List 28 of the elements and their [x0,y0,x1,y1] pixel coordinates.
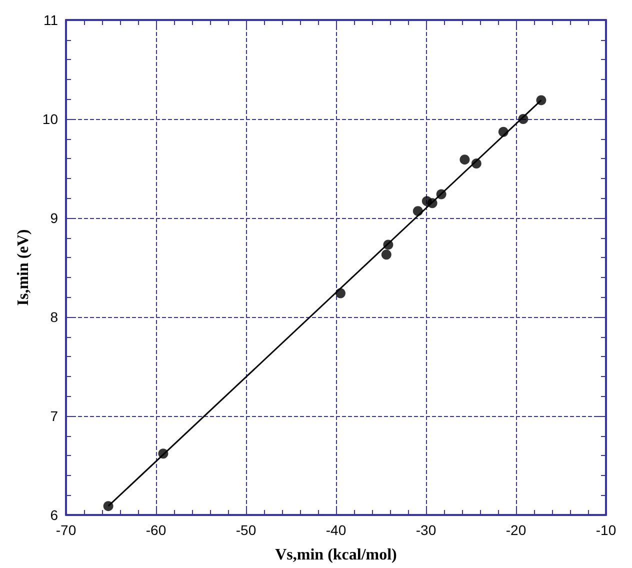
y-axis-title: Is,min (eV) [15,229,32,306]
y-tick-label: 8 [50,309,58,325]
y-tick-label: 7 [50,408,58,424]
point [412,206,423,216]
point [436,189,446,200]
point [471,158,482,169]
point [536,95,546,106]
point [518,114,528,124]
x-tick-label: -50 [236,522,256,538]
x-axis-title: Vs,min (kcal/mol) [275,546,397,564]
x-tick-label: -20 [506,522,526,538]
point [460,154,470,165]
x-tick-label: -60 [146,522,166,538]
y-tick-label: 6 [50,507,58,523]
x-tick-label: -30 [416,522,436,538]
y-tick-label: 10 [42,111,58,127]
point [381,250,392,260]
point [427,198,438,208]
point [383,240,394,250]
point [498,126,508,137]
y-tick-label: 11 [43,12,58,28]
x-tick-label: -10 [596,522,616,538]
point [336,288,346,298]
x-tick-label: -40 [326,522,346,538]
x-tick-label: -70 [56,522,76,538]
point [158,448,168,459]
y-tick-label: 9 [50,210,58,226]
point [103,501,114,512]
